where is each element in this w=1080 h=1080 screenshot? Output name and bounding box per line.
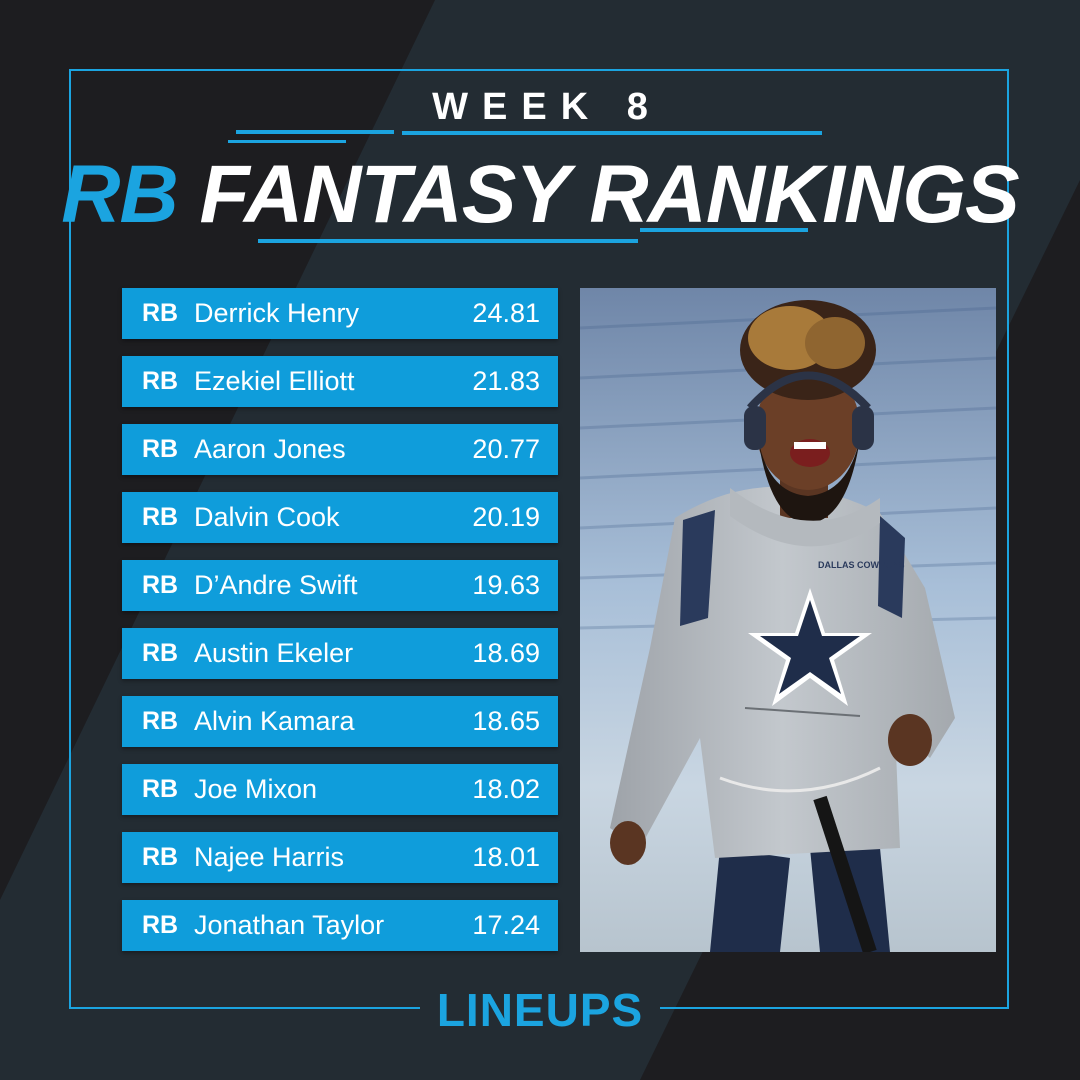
ranking-row: RB Ezekiel Elliott 21.83 bbox=[122, 356, 558, 407]
player-name: Derrick Henry bbox=[194, 298, 360, 328]
ranking-row: RB Alvin Kamara 18.65 bbox=[122, 696, 558, 747]
title-rest: FANTASY RANKINGS bbox=[199, 149, 1019, 240]
ranking-row: RB Najee Harris 18.01 bbox=[122, 832, 558, 883]
projected-points: 18.69 bbox=[472, 638, 540, 668]
ranking-row: RB Derrick Henry 24.81 bbox=[122, 288, 558, 339]
week-label: WEEK 8 bbox=[432, 86, 662, 128]
projected-points: 20.77 bbox=[472, 434, 540, 464]
position-label: RB bbox=[142, 775, 179, 803]
position-label: RB bbox=[142, 435, 179, 463]
jersey-text: DALLAS COWBOYS bbox=[818, 560, 905, 570]
projected-points: 18.01 bbox=[472, 842, 540, 872]
position-label: RB bbox=[142, 843, 179, 871]
ranking-row: RB Jonathan Taylor 17.24 bbox=[122, 900, 558, 951]
position-label: RB bbox=[142, 911, 179, 939]
position-label: RB bbox=[142, 639, 179, 667]
player-name: D’Andre Swift bbox=[194, 570, 358, 600]
position-label: RB bbox=[142, 367, 179, 395]
title-accent-line bbox=[228, 140, 346, 143]
player-photo: DALLAS COWBOYS bbox=[580, 288, 996, 952]
ranking-row: RB Austin Ekeler 18.69 bbox=[122, 628, 558, 679]
player-name: Alvin Kamara bbox=[194, 706, 355, 736]
projected-points: 18.65 bbox=[472, 706, 540, 736]
title-accent-line bbox=[402, 131, 822, 135]
player-name: Joe Mixon bbox=[194, 774, 318, 804]
projected-points: 20.19 bbox=[472, 502, 540, 532]
logo-text: LINEUPS bbox=[436, 984, 644, 1036]
position-label: RB bbox=[142, 503, 179, 531]
player-name: Dalvin Cook bbox=[194, 502, 340, 532]
ranking-row: RB Aaron Jones 20.77 bbox=[122, 424, 558, 475]
ranking-row: RB Joe Mixon 18.02 bbox=[122, 764, 558, 815]
projected-points: 24.81 bbox=[472, 298, 540, 328]
position-label: RB bbox=[142, 571, 179, 599]
title-accent-line bbox=[236, 130, 394, 134]
page-title: RB FANTASY RANKINGS bbox=[0, 150, 1080, 240]
title-accent-line bbox=[258, 239, 638, 243]
projected-points: 17.24 bbox=[472, 910, 540, 940]
player-name: Ezekiel Elliott bbox=[194, 366, 355, 396]
ranking-row: RB Dalvin Cook 20.19 bbox=[122, 492, 558, 543]
player-name: Jonathan Taylor bbox=[194, 910, 385, 940]
player-photo-illustration: DALLAS COWBOYS bbox=[580, 288, 996, 952]
projected-points: 18.02 bbox=[472, 774, 540, 804]
title-highlight: RB bbox=[61, 149, 178, 240]
position-label: RB bbox=[142, 707, 179, 735]
lineups-logo: LINEUPS bbox=[0, 983, 1080, 1037]
position-label: RB bbox=[142, 299, 179, 327]
player-name: Aaron Jones bbox=[194, 434, 346, 464]
player-name: Najee Harris bbox=[194, 842, 345, 872]
title-accent-line bbox=[640, 228, 808, 232]
ranking-row: RB D’Andre Swift 19.63 bbox=[122, 560, 558, 611]
frame-gap bbox=[420, 1000, 660, 1020]
projected-points: 19.63 bbox=[472, 570, 540, 600]
player-name: Austin Ekeler bbox=[194, 638, 354, 668]
projected-points: 21.83 bbox=[472, 366, 540, 396]
